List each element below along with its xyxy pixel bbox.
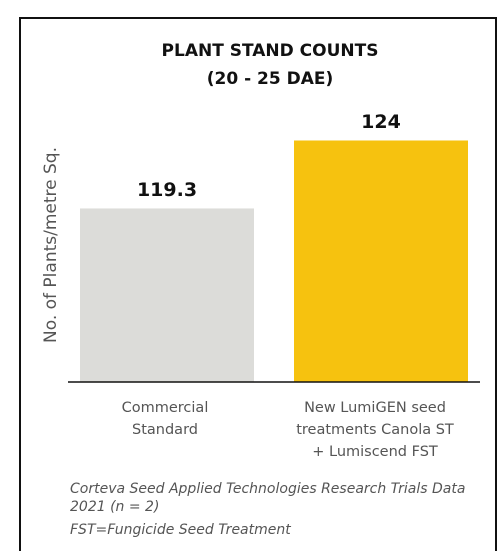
chart-title: PLANT STAND COUNTS (20 - 25 DAE): [161, 41, 379, 89]
x-tick-label: New LumiGEN seed treatments Canola ST + …: [296, 400, 454, 460]
y-axis-label: No. of Plants/metre Sq.: [41, 147, 61, 343]
bar: [294, 140, 468, 382]
value-label: 119.3: [137, 179, 197, 201]
x-tick-label: Commercial Standard: [121, 400, 209, 438]
card-border: [19, 17, 497, 551]
bar: [80, 208, 254, 382]
value-label: 124: [361, 111, 401, 133]
footnote: FST=Fungicide Seed Treatment: [70, 522, 291, 538]
footnote: Corteva Seed Applied Technologies Resear…: [70, 481, 466, 515]
